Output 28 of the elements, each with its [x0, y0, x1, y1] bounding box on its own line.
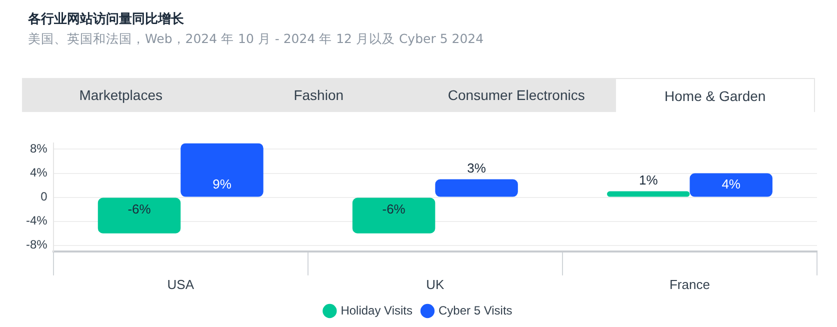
text: Home & Garden — [615, 78, 815, 112]
text: Marketplaces — [78, 86, 164, 105]
y-tick-label: 8% — [30, 142, 48, 156]
legend-label: Holiday Visits — [340, 303, 413, 318]
text: 4% — [722, 176, 740, 192]
bar — [98, 198, 181, 234]
x-tick-label: UK — [426, 276, 445, 292]
bar — [435, 179, 518, 197]
text: -6% — [128, 201, 151, 216]
y-tick-label: -8% — [26, 238, 48, 252]
x-tick-label: USA — [167, 276, 194, 292]
y-tick-label: 4% — [30, 166, 48, 180]
chart-title: 各行业网站访问量同比增长 — [28, 10, 184, 28]
bar — [690, 173, 772, 197]
chart-subtitle: 美国、英国和法国，Web，2024 年 10 月 - 2024 年 12 月以及 Cyber 5 2024 — [28, 31, 484, 48]
text: 1% — [638, 172, 658, 188]
text: 9% — [212, 176, 232, 192]
text: Consumer Electronics — [446, 86, 586, 105]
y-tick-label: 0 — [40, 190, 48, 204]
text: Fashion — [292, 86, 345, 105]
text: -6% — [382, 201, 406, 216]
text: 3% — [467, 160, 486, 176]
y-tick-label: -4% — [26, 214, 48, 228]
x-tick-label: France — [669, 276, 710, 292]
bar — [606, 191, 690, 197]
bar — [352, 198, 436, 234]
bar — [180, 143, 264, 197]
legend-label: Cyber 5 Visits — [438, 303, 512, 318]
